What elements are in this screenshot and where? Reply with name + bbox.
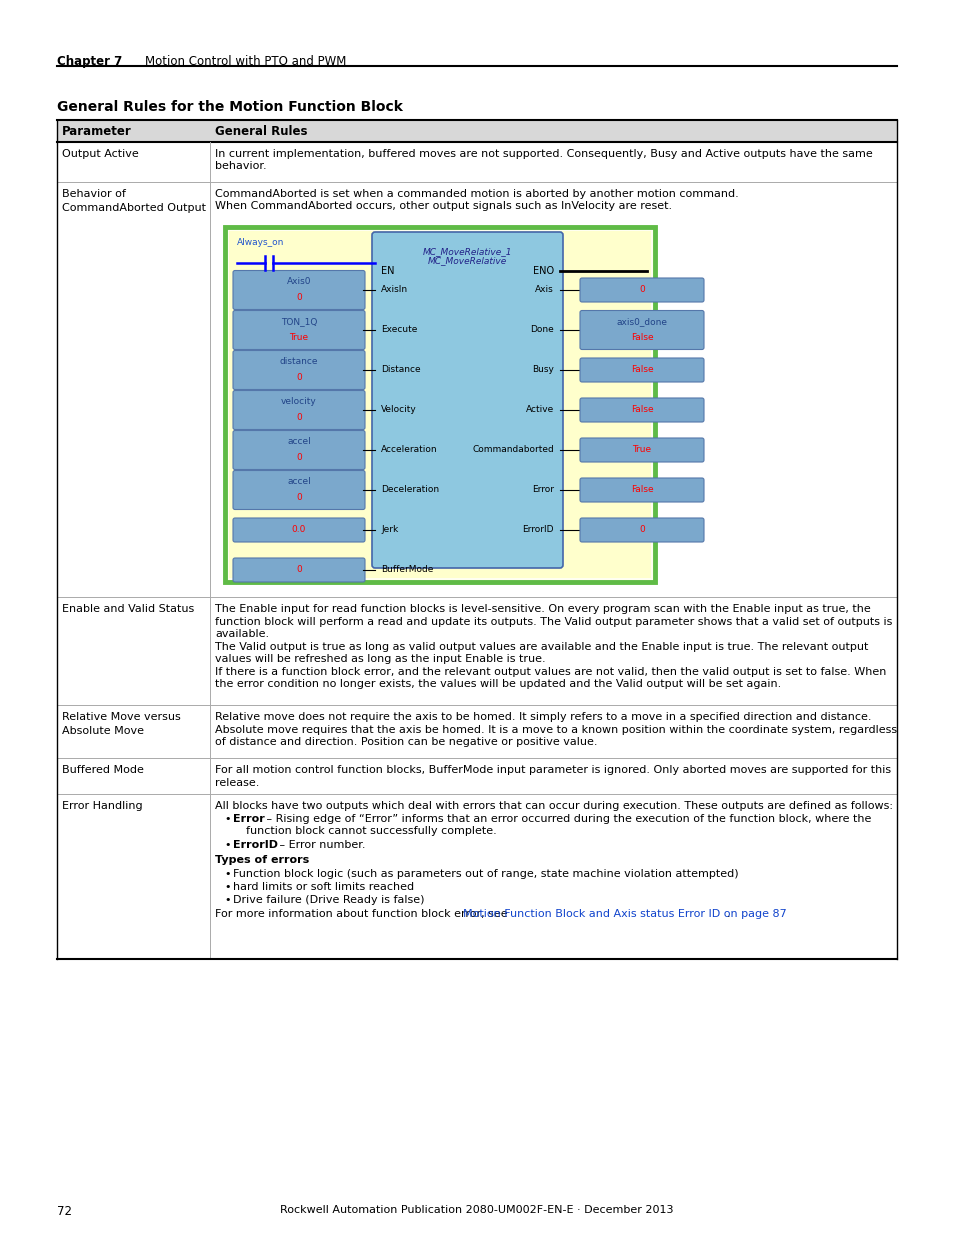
- Text: True: True: [289, 333, 308, 342]
- Text: CommandAborted is set when a commanded motion is aborted by another motion comma: CommandAborted is set when a commanded m…: [214, 189, 738, 211]
- Text: axis0_done: axis0_done: [616, 317, 667, 326]
- Text: Behavior of
CommandAborted Output: Behavior of CommandAborted Output: [62, 189, 206, 212]
- Text: Rockwell Automation Publication 2080-UM002F-EN-E · December 2013: Rockwell Automation Publication 2080-UM0…: [280, 1205, 673, 1215]
- Text: Acceleration: Acceleration: [380, 446, 437, 454]
- Text: False: False: [630, 366, 653, 374]
- Text: AxisIn: AxisIn: [380, 285, 408, 294]
- Text: 0: 0: [295, 566, 301, 574]
- Text: Parameter: Parameter: [62, 125, 132, 138]
- Text: accel: accel: [287, 478, 311, 487]
- Text: Buffered Mode: Buffered Mode: [62, 764, 144, 776]
- FancyBboxPatch shape: [233, 431, 365, 469]
- Text: :: :: [290, 855, 294, 864]
- Text: 0: 0: [295, 294, 301, 303]
- Text: Motion Control with PTO and PWM: Motion Control with PTO and PWM: [130, 56, 346, 68]
- Text: For all motion control function blocks, BufferMode input parameter is ignored. O: For all motion control function blocks, …: [214, 764, 890, 788]
- FancyBboxPatch shape: [233, 471, 365, 510]
- Text: BufferMode: BufferMode: [380, 566, 433, 574]
- Text: Jerk: Jerk: [380, 526, 397, 535]
- Text: Relative move does not require the axis to be homed. It simply refers to a move : Relative move does not require the axis …: [214, 713, 896, 747]
- Bar: [225, 227, 655, 582]
- Text: .: .: [726, 909, 730, 919]
- Text: Axis0: Axis0: [287, 278, 311, 287]
- Text: Deceleration: Deceleration: [380, 485, 438, 494]
- Text: ENO: ENO: [533, 266, 554, 275]
- FancyBboxPatch shape: [233, 270, 365, 310]
- Text: 0: 0: [295, 414, 301, 422]
- Text: •: •: [224, 882, 231, 892]
- Text: MC_MoveRelative_1: MC_MoveRelative_1: [422, 247, 512, 256]
- Text: velocity: velocity: [281, 398, 316, 406]
- FancyBboxPatch shape: [579, 478, 703, 501]
- FancyBboxPatch shape: [233, 517, 365, 542]
- Text: Commandaborted: Commandaborted: [472, 446, 554, 454]
- Text: Motion Function Block and Axis status Error ID on page 87: Motion Function Block and Axis status Er…: [462, 909, 786, 919]
- Text: Output Active: Output Active: [62, 149, 138, 159]
- Text: All blocks have two outputs which deal with errors that can occur during executi: All blocks have two outputs which deal w…: [214, 802, 892, 811]
- Text: 0: 0: [295, 494, 301, 503]
- Text: True: True: [632, 446, 651, 454]
- Text: Velocity: Velocity: [380, 405, 416, 415]
- FancyBboxPatch shape: [579, 517, 703, 542]
- Text: Drive failure (Drive Ready is false): Drive failure (Drive Ready is false): [233, 895, 424, 905]
- Text: accel: accel: [287, 437, 311, 447]
- Text: Done: Done: [530, 326, 554, 335]
- Text: Always_on: Always_on: [236, 238, 284, 247]
- Text: ErrorID: ErrorID: [522, 526, 554, 535]
- Text: distance: distance: [279, 357, 318, 367]
- Text: Distance: Distance: [380, 366, 420, 374]
- Text: •: •: [224, 814, 231, 824]
- Text: ErrorID: ErrorID: [233, 840, 277, 850]
- Text: •: •: [224, 895, 231, 905]
- Text: 0: 0: [295, 373, 301, 383]
- Text: The Enable input for read function blocks is level-sensitive. On every program s: The Enable input for read function block…: [214, 604, 891, 689]
- Text: – Rising edge of “Error” informs that an error occurred during the execution of : – Rising edge of “Error” informs that an…: [263, 814, 870, 824]
- Text: 0: 0: [295, 453, 301, 462]
- Text: General Rules for the Motion Function Block: General Rules for the Motion Function Bl…: [57, 100, 402, 114]
- Text: hard limits or soft limits reached: hard limits or soft limits reached: [233, 882, 414, 892]
- FancyBboxPatch shape: [372, 232, 562, 568]
- Text: Enable and Valid Status: Enable and Valid Status: [62, 604, 194, 614]
- Text: Busy: Busy: [532, 366, 554, 374]
- FancyBboxPatch shape: [579, 278, 703, 303]
- Text: False: False: [630, 333, 653, 342]
- Text: Execute: Execute: [380, 326, 416, 335]
- FancyBboxPatch shape: [579, 310, 703, 350]
- Text: Function block logic (such as parameters out of range, state machine violation a: Function block logic (such as parameters…: [233, 869, 738, 879]
- FancyBboxPatch shape: [579, 398, 703, 422]
- Text: Error Handling: Error Handling: [62, 802, 143, 811]
- Text: EN: EN: [380, 266, 395, 275]
- FancyBboxPatch shape: [233, 558, 365, 582]
- Bar: [229, 231, 650, 578]
- FancyBboxPatch shape: [233, 310, 365, 350]
- Text: False: False: [630, 405, 653, 415]
- Text: False: False: [630, 485, 653, 494]
- Text: MC_MoveRelative: MC_MoveRelative: [428, 256, 507, 266]
- FancyBboxPatch shape: [579, 438, 703, 462]
- Text: 0: 0: [639, 526, 644, 535]
- Text: •: •: [224, 840, 231, 850]
- Text: – Error number.: – Error number.: [275, 840, 365, 850]
- Bar: [57, 120, 896, 142]
- Text: For more information about function block error, see: For more information about function bloc…: [214, 909, 511, 919]
- Text: TON_1Q: TON_1Q: [280, 317, 316, 326]
- Text: 72: 72: [57, 1205, 71, 1218]
- Text: Active: Active: [525, 405, 554, 415]
- Text: 0: 0: [639, 285, 644, 294]
- Text: Error: Error: [532, 485, 554, 494]
- Text: In current implementation, buffered moves are not supported. Consequently, Busy : In current implementation, buffered move…: [214, 149, 872, 172]
- FancyBboxPatch shape: [579, 358, 703, 382]
- Text: Chapter 7: Chapter 7: [57, 56, 122, 68]
- Text: •: •: [224, 869, 231, 879]
- Text: 0.0: 0.0: [292, 526, 306, 535]
- FancyBboxPatch shape: [233, 351, 365, 389]
- Text: function block cannot successfully complete.: function block cannot successfully compl…: [246, 826, 497, 836]
- Text: Relative Move versus
Absolute Move: Relative Move versus Absolute Move: [62, 713, 180, 736]
- Text: Axis: Axis: [535, 285, 554, 294]
- Text: Types of errors: Types of errors: [214, 855, 309, 864]
- FancyBboxPatch shape: [233, 390, 365, 430]
- Text: General Rules: General Rules: [214, 125, 307, 138]
- Text: Error: Error: [233, 814, 265, 824]
